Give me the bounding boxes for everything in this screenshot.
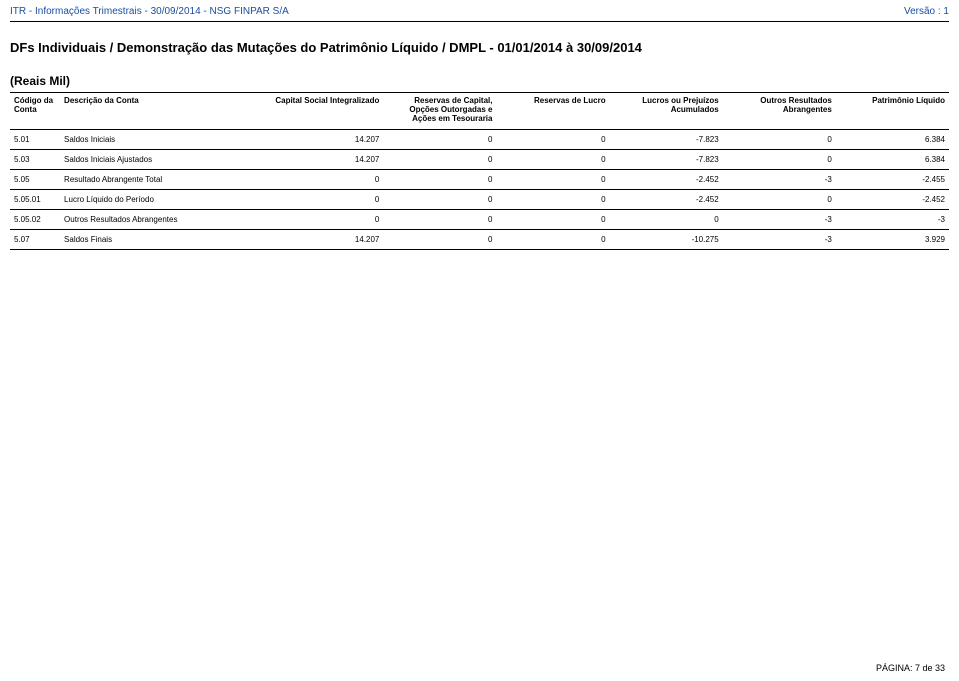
header-right: Versão : 1 xyxy=(904,6,949,17)
cell-outros-resultados: -3 xyxy=(723,210,836,230)
dmpl-table: Código da Conta Descrição da Conta Capit… xyxy=(10,92,949,250)
cell-outros-resultados: 0 xyxy=(723,190,836,210)
cell-patrimonio-liquido: 6.384 xyxy=(836,130,949,150)
cell-code: 5.05.02 xyxy=(10,210,60,230)
cell-code: 5.05 xyxy=(10,170,60,190)
cell-reservas-lucro: 0 xyxy=(496,170,609,190)
cell-patrimonio-liquido: -2.452 xyxy=(836,190,949,210)
cell-outros-resultados: -3 xyxy=(723,230,836,250)
cell-capital-social: 14.207 xyxy=(270,150,383,170)
th-code: Código da Conta xyxy=(10,93,60,130)
cell-patrimonio-liquido: -3 xyxy=(836,210,949,230)
header-rule xyxy=(10,21,949,22)
cell-reservas-capital: 0 xyxy=(383,190,496,210)
th-desc: Descrição da Conta xyxy=(60,93,270,130)
page-title: DFs Individuais / Demonstração das Mutaç… xyxy=(10,40,642,55)
table-row: 5.05.02Outros Resultados Abrangentes0000… xyxy=(10,210,949,230)
cell-patrimonio-liquido: 3.929 xyxy=(836,230,949,250)
cell-capital-social: 14.207 xyxy=(270,130,383,150)
cell-reservas-lucro: 0 xyxy=(496,210,609,230)
cell-code: 5.03 xyxy=(10,150,60,170)
table-header-row: Código da Conta Descrição da Conta Capit… xyxy=(10,93,949,130)
cell-lucros-prejuizos: -2.452 xyxy=(610,190,723,210)
table-row: 5.03Saldos Iniciais Ajustados14.20700-7.… xyxy=(10,150,949,170)
cell-desc: Lucro Líquido do Período xyxy=(60,190,270,210)
page-subtitle: (Reais Mil) xyxy=(10,74,70,88)
cell-reservas-capital: 0 xyxy=(383,150,496,170)
cell-patrimonio-liquido: 6.384 xyxy=(836,150,949,170)
cell-reservas-capital: 0 xyxy=(383,230,496,250)
cell-capital-social: 14.207 xyxy=(270,230,383,250)
th-lucros-prejuizos: Lucros ou Prejuízos Acumulados xyxy=(610,93,723,130)
cell-reservas-lucro: 0 xyxy=(496,150,609,170)
cell-capital-social: 0 xyxy=(270,190,383,210)
table-body: 5.01Saldos Iniciais14.20700-7.82306.3845… xyxy=(10,130,949,250)
cell-code: 5.01 xyxy=(10,130,60,150)
cell-outros-resultados: -3 xyxy=(723,170,836,190)
th-reservas-capital: Reservas de Capital, Opções Outorgadas e… xyxy=(383,93,496,130)
cell-patrimonio-liquido: -2.455 xyxy=(836,170,949,190)
cell-lucros-prejuizos: -10.275 xyxy=(610,230,723,250)
th-outros-resultados: Outros Resultados Abrangentes xyxy=(723,93,836,130)
dmpl-table-wrap: Código da Conta Descrição da Conta Capit… xyxy=(10,92,949,250)
th-reservas-lucro: Reservas de Lucro xyxy=(496,93,609,130)
header-left: ITR - Informações Trimestrais - 30/09/20… xyxy=(10,6,289,17)
cell-reservas-lucro: 0 xyxy=(496,130,609,150)
th-patrimonio-liquido: Patrimônio Líquido xyxy=(836,93,949,130)
cell-desc: Saldos Finais xyxy=(60,230,270,250)
cell-lucros-prejuizos: -7.823 xyxy=(610,150,723,170)
table-row: 5.07Saldos Finais14.20700-10.275-33.929 xyxy=(10,230,949,250)
cell-reservas-lucro: 0 xyxy=(496,190,609,210)
cell-outros-resultados: 0 xyxy=(723,130,836,150)
cell-code: 5.07 xyxy=(10,230,60,250)
table-row: 5.05.01Lucro Líquido do Período000-2.452… xyxy=(10,190,949,210)
cell-desc: Saldos Iniciais xyxy=(60,130,270,150)
cell-reservas-capital: 0 xyxy=(383,130,496,150)
cell-lucros-prejuizos: -7.823 xyxy=(610,130,723,150)
cell-lucros-prejuizos: 0 xyxy=(610,210,723,230)
cell-reservas-capital: 0 xyxy=(383,170,496,190)
document-header: ITR - Informações Trimestrais - 30/09/20… xyxy=(10,6,949,17)
cell-capital-social: 0 xyxy=(270,170,383,190)
cell-desc: Saldos Iniciais Ajustados xyxy=(60,150,270,170)
cell-desc: Outros Resultados Abrangentes xyxy=(60,210,270,230)
cell-reservas-lucro: 0 xyxy=(496,230,609,250)
cell-code: 5.05.01 xyxy=(10,190,60,210)
cell-outros-resultados: 0 xyxy=(723,150,836,170)
table-row: 5.05Resultado Abrangente Total000-2.452-… xyxy=(10,170,949,190)
cell-lucros-prejuizos: -2.452 xyxy=(610,170,723,190)
table-row: 5.01Saldos Iniciais14.20700-7.82306.384 xyxy=(10,130,949,150)
cell-capital-social: 0 xyxy=(270,210,383,230)
cell-desc: Resultado Abrangente Total xyxy=(60,170,270,190)
th-capital-social: Capital Social Integralizado xyxy=(270,93,383,130)
cell-reservas-capital: 0 xyxy=(383,210,496,230)
page-footer: PÁGINA: 7 de 33 xyxy=(876,663,945,673)
